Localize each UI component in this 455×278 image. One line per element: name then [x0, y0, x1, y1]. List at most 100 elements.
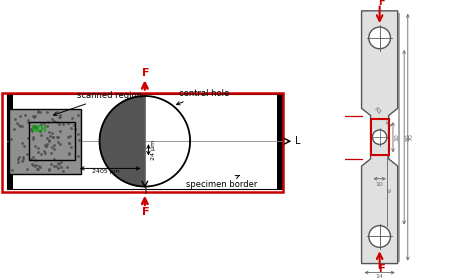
Point [45, 120, 52, 124]
Bar [7, 94, 13, 189]
Point [66, 150, 73, 155]
Point [56, 142, 64, 146]
Point [18, 158, 25, 163]
Point [40, 149, 48, 153]
Point [75, 138, 82, 142]
Point [53, 120, 61, 125]
Point [53, 109, 60, 114]
Point [44, 136, 51, 141]
Point [14, 157, 21, 161]
Point [65, 135, 72, 139]
Point [30, 115, 38, 120]
Point [55, 162, 62, 167]
Point [29, 155, 36, 159]
Point [59, 121, 66, 126]
Point [27, 157, 34, 161]
Point [47, 151, 54, 155]
Text: 10: 10 [375, 182, 383, 187]
Point [45, 167, 52, 171]
Point [49, 135, 56, 139]
Point [42, 143, 49, 147]
Point [74, 154, 81, 158]
Bar [370, 119, 388, 155]
Point [45, 139, 52, 143]
Point [55, 165, 62, 170]
Point [54, 135, 61, 140]
Point [71, 123, 78, 127]
Point [16, 114, 24, 118]
Point [50, 143, 57, 147]
Point [52, 164, 60, 168]
Point [58, 165, 65, 169]
Point [50, 157, 57, 162]
Point [45, 130, 52, 134]
Point [45, 138, 52, 142]
Point [35, 167, 42, 171]
Text: 6: 6 [387, 188, 392, 192]
Text: ROI: ROI [31, 125, 47, 134]
Point [13, 120, 20, 125]
Point [48, 144, 55, 149]
Text: F: F [142, 68, 149, 78]
Point [16, 124, 23, 128]
Point [34, 167, 41, 171]
Point [29, 136, 36, 141]
Polygon shape [99, 96, 145, 187]
Point [28, 126, 35, 131]
Point [34, 145, 41, 150]
Point [37, 152, 44, 157]
Point [43, 110, 50, 114]
Point [35, 150, 42, 154]
Point [36, 110, 44, 114]
Point [15, 123, 23, 127]
Bar [397, 13, 399, 262]
Point [57, 129, 64, 133]
Point [36, 164, 43, 169]
Point [60, 169, 67, 173]
Point [64, 165, 71, 169]
Point [30, 114, 37, 118]
Point [24, 118, 31, 123]
Circle shape [368, 27, 389, 49]
Point [28, 129, 35, 134]
Point [32, 143, 39, 148]
Point [49, 135, 56, 139]
Point [31, 125, 38, 130]
Text: L: L [294, 136, 300, 146]
Point [30, 124, 37, 128]
Point [47, 162, 55, 167]
Point [55, 115, 62, 119]
Text: 50: 50 [404, 133, 410, 141]
Point [18, 141, 25, 145]
Point [46, 134, 54, 138]
Point [57, 113, 64, 118]
Point [37, 133, 45, 137]
Point [9, 168, 16, 172]
Point [32, 163, 39, 168]
Point [56, 121, 63, 126]
Circle shape [368, 226, 389, 247]
Bar [9, 109, 81, 174]
Point [24, 136, 31, 140]
Point [65, 141, 72, 146]
Point [75, 113, 82, 118]
Point [20, 157, 27, 162]
Text: T: T [142, 186, 148, 196]
Point [65, 141, 72, 145]
Point [51, 118, 58, 123]
Point [35, 110, 42, 114]
Point [42, 144, 50, 148]
Point [20, 143, 27, 148]
Point [18, 124, 25, 129]
Text: Φ4: Φ4 [382, 119, 392, 129]
Text: 24 μm: 24 μm [151, 140, 155, 160]
Point [29, 163, 36, 167]
Point [71, 127, 79, 131]
Point [29, 135, 36, 140]
Point [23, 152, 30, 156]
Point [57, 160, 64, 164]
Bar [7, 94, 282, 189]
Point [64, 120, 71, 125]
Point [51, 164, 58, 168]
Text: 2405 μm: 2405 μm [92, 169, 120, 174]
